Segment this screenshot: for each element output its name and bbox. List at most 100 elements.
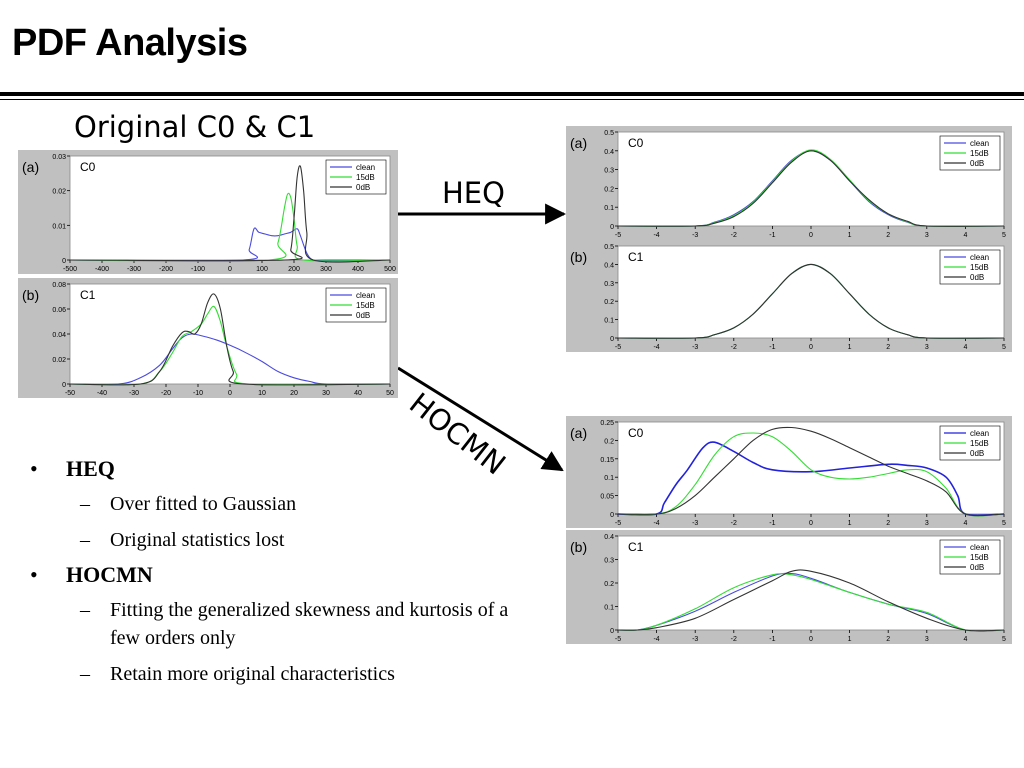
series-line-15dB — [617, 432, 1005, 517]
y-tick-label: 0.4 — [604, 534, 614, 541]
legend-label: 15dB — [970, 263, 989, 272]
x-tick-label: 4 — [963, 520, 967, 527]
y-tick-label: 0.25 — [600, 420, 614, 427]
x-tick-label: -1 — [769, 344, 775, 351]
panel-label: (a) — [22, 159, 39, 175]
x-tick-label: 0 — [228, 390, 232, 397]
x-tick-label: 10 — [258, 390, 266, 397]
legend-label: clean — [970, 139, 989, 148]
x-tick-label: 100 — [256, 266, 268, 273]
chart-panel-hocmn-c1: (b) C1 0 0.1 0.2 0.3 0.4 -5 -4 -3 -2 -1 0 1 2 3 4 5 clean 1… — [566, 530, 1012, 644]
y-tick-label: 0 — [610, 628, 614, 635]
panel-label: (b) — [570, 539, 587, 555]
legend-label: 15dB — [356, 301, 375, 310]
y-tick-label: 0.1 — [604, 475, 614, 482]
legend-label: 0dB — [356, 183, 370, 192]
x-tick-label: 400 — [352, 266, 364, 273]
x-tick-label: -400 — [95, 266, 109, 273]
legend-label: 0dB — [970, 273, 984, 282]
x-tick-label: 0 — [809, 344, 813, 351]
x-tick-label: 3 — [925, 520, 929, 527]
x-tick-label: -40 — [97, 390, 107, 397]
y-tick-label: 0 — [62, 258, 66, 265]
x-tick-label: 4 — [963, 232, 967, 239]
x-tick-label: 3 — [925, 232, 929, 239]
series-line-0dB — [617, 150, 1005, 227]
x-tick-label: 200 — [288, 266, 300, 273]
legend-label: 15dB — [356, 173, 375, 182]
x-tick-label: 40 — [354, 390, 362, 397]
x-tick-label: -1 — [769, 636, 775, 643]
plot-area — [617, 131, 1005, 227]
series-line-0dB — [69, 165, 391, 263]
bullet-list: HEQ Over fitted to Gaussian Original sta… — [30, 456, 530, 696]
x-tick-label: 5 — [1002, 520, 1006, 527]
x-tick-label: -4 — [653, 232, 659, 239]
x-tick-label: -3 — [692, 636, 698, 643]
chart-heq-c0: (a) C0 0 0.1 0.2 0.3 0.4 0.5 -5 -4 -3 -2 -1 0 1 2 3 4 5 cle… — [570, 130, 1006, 239]
chart-orig-c1: (b) C1 0 0.02 0.04 0.06 0.08 -50 -40 -30 -20 -10 0 10… — [22, 282, 394, 397]
x-tick-label: 2 — [886, 636, 890, 643]
x-tick-label: -20 — [161, 390, 171, 397]
series-line-clean — [69, 333, 391, 385]
legend-label: 0dB — [970, 159, 984, 168]
x-tick-label: 0 — [809, 232, 813, 239]
x-tick-label: 2 — [886, 520, 890, 527]
y-tick-label: 0.4 — [604, 149, 614, 156]
y-tick-label: 0.15 — [600, 457, 614, 464]
x-tick-label: 2 — [886, 232, 890, 239]
title-rule-thick — [0, 92, 1024, 96]
legend-label: clean — [970, 543, 989, 552]
x-tick-label: -4 — [653, 520, 659, 527]
y-tick-label: 0.06 — [52, 307, 66, 314]
x-tick-label: -300 — [127, 266, 141, 273]
y-tick-label: 0.1 — [604, 205, 614, 212]
chart-name: C0 — [80, 160, 96, 174]
panel-label: (a) — [570, 135, 587, 151]
heq-label: HEQ — [442, 176, 505, 210]
x-tick-label: 1 — [848, 520, 852, 527]
y-tick-label: 0.05 — [600, 494, 614, 501]
chart-panel-orig-c1: (b) C1 0 0.02 0.04 0.06 0.08 -50 -40 -30 -20 -10 0 10… — [18, 278, 398, 398]
legend-label: clean — [970, 429, 989, 438]
y-tick-label: 0.3 — [604, 168, 614, 175]
chart-name: C1 — [628, 250, 644, 264]
x-tick-label: 20 — [290, 390, 298, 397]
plot-area — [617, 421, 1005, 515]
x-tick-label: 1 — [848, 232, 852, 239]
x-tick-label: 5 — [1002, 232, 1006, 239]
x-tick-label: -2 — [731, 232, 737, 239]
x-tick-label: -5 — [615, 520, 621, 527]
y-tick-label: 0.3 — [604, 558, 614, 565]
x-tick-label: 4 — [963, 636, 967, 643]
y-tick-label: 0 — [610, 512, 614, 519]
legend-label: 0dB — [356, 311, 370, 320]
x-tick-label: 3 — [925, 344, 929, 351]
x-tick-label: -30 — [129, 390, 139, 397]
chart-panel-heq-c0: (a) C0 0 0.1 0.2 0.3 0.4 0.5 -5 -4 -3 -2 -1 0 1 2 3 4 5 cle… — [566, 126, 1012, 240]
y-tick-label: 0 — [610, 224, 614, 231]
x-tick-label: -4 — [653, 344, 659, 351]
chart-panel-hocmn-c0: (a) C0 0 0.05 0.1 0.15 0.2 0.25 -5 -4 -3 -2 -1 0 1 2 3 4 5… — [566, 416, 1012, 528]
series-line-0dB — [617, 426, 1005, 517]
y-tick-label: 0.04 — [52, 332, 66, 339]
y-tick-label: 0 — [62, 382, 66, 389]
x-tick-label: 0 — [809, 636, 813, 643]
x-tick-label: 1 — [848, 344, 852, 351]
panel-label: (b) — [22, 287, 39, 303]
x-tick-label: -2 — [731, 344, 737, 351]
x-tick-label: 0 — [228, 266, 232, 273]
series-line-0dB — [69, 293, 391, 386]
x-tick-label: 30 — [322, 390, 330, 397]
x-tick-label: -50 — [65, 390, 75, 397]
plot-area — [617, 245, 1005, 339]
x-tick-label: -1 — [769, 232, 775, 239]
series-line-0dB — [617, 569, 1005, 632]
y-tick-label: 0.2 — [604, 438, 614, 445]
legend-label: 0dB — [970, 449, 984, 458]
x-tick-label: 500 — [384, 266, 396, 273]
original-label: Original C0 & C1 — [74, 110, 316, 144]
chart-hocmn-c0: (a) C0 0 0.05 0.1 0.15 0.2 0.25 -5 -4 -3 -2 -1 0 1 2 3 4 5… — [570, 420, 1006, 527]
y-tick-label: 0.5 — [604, 244, 614, 251]
y-tick-label: 0.2 — [604, 299, 614, 306]
